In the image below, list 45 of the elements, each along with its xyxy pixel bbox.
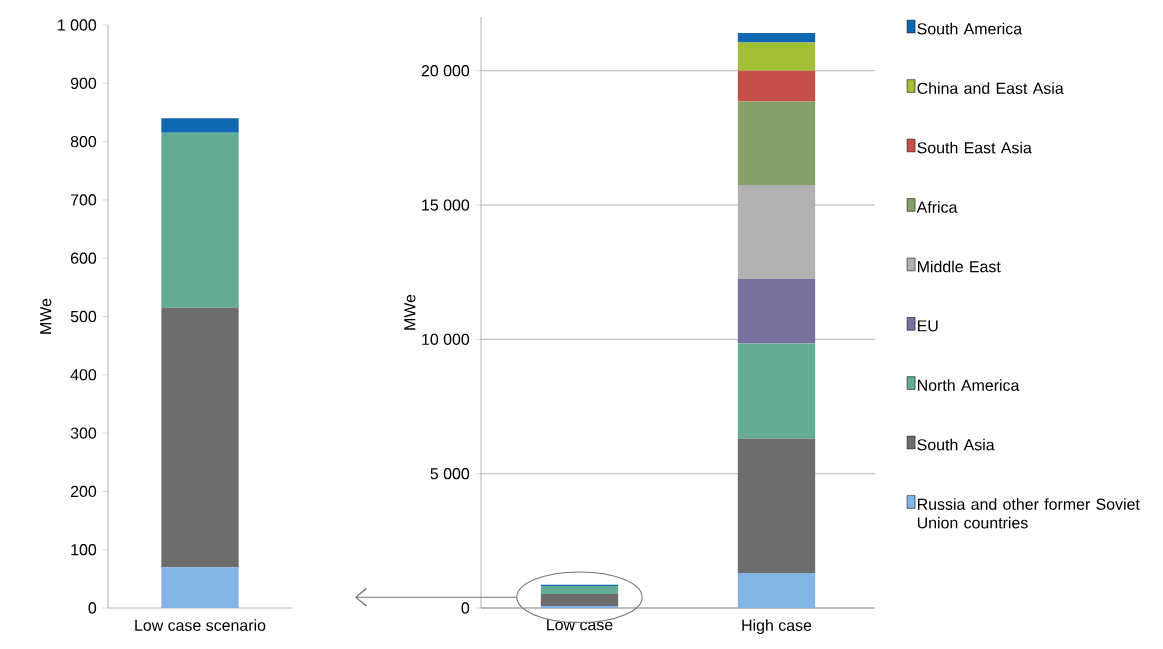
legend-label: South Asia xyxy=(917,438,995,451)
bar xyxy=(161,307,239,568)
bar xyxy=(737,438,816,574)
y-tick-label: 5 000 xyxy=(430,468,470,480)
y-tick-label: 300 xyxy=(70,427,97,439)
y-tick-label: 10 000 xyxy=(422,333,470,345)
legend-label: North America xyxy=(917,379,1020,391)
bar xyxy=(737,70,816,102)
y-axis-title: MWe xyxy=(404,294,416,330)
bar xyxy=(161,132,239,308)
y-tick-label: 500 xyxy=(70,310,97,323)
bar xyxy=(540,594,619,607)
bar xyxy=(737,343,816,439)
bar xyxy=(161,567,239,608)
y-tick-label: 600 xyxy=(70,252,97,264)
y-axis-title: MWe xyxy=(40,298,52,334)
legend-label: Africa xyxy=(916,201,958,213)
bar xyxy=(737,42,816,71)
legend-label: South America xyxy=(917,22,1023,35)
y-tick-label: 100 xyxy=(71,544,97,556)
y-tick-label: 800 xyxy=(70,135,97,148)
bar xyxy=(737,278,816,344)
legend-label: EU xyxy=(917,320,938,332)
y-tick-label: 0 xyxy=(461,602,470,614)
bar xyxy=(540,585,619,595)
bar xyxy=(737,101,816,185)
x-tick-label: Low case scenario xyxy=(135,619,266,631)
y-tick-label: 15 000 xyxy=(422,199,470,211)
y-tick-label: 400 xyxy=(70,369,97,381)
y-tick-label: 20 000 xyxy=(421,65,470,77)
bar xyxy=(737,573,816,608)
legend-label: China and East Asia xyxy=(917,82,1064,94)
x-tick-label: Low case xyxy=(547,619,613,631)
x-tick-label: High case xyxy=(742,619,812,635)
bar xyxy=(161,118,239,133)
legend-label: Russia and other former Soviet Union countries xyxy=(917,498,1140,529)
legend-label: Middle East xyxy=(917,260,1001,273)
legend-label: South East Asia xyxy=(917,141,1032,154)
y-tick-label: 200 xyxy=(70,485,97,498)
y-tick-label: 0 xyxy=(88,602,97,614)
bar xyxy=(737,184,816,279)
y-tick-label: 900 xyxy=(70,77,97,89)
bar xyxy=(737,33,816,43)
y-tick-label: 700 xyxy=(70,194,97,206)
y-tick-label: 1 000 xyxy=(58,19,97,31)
